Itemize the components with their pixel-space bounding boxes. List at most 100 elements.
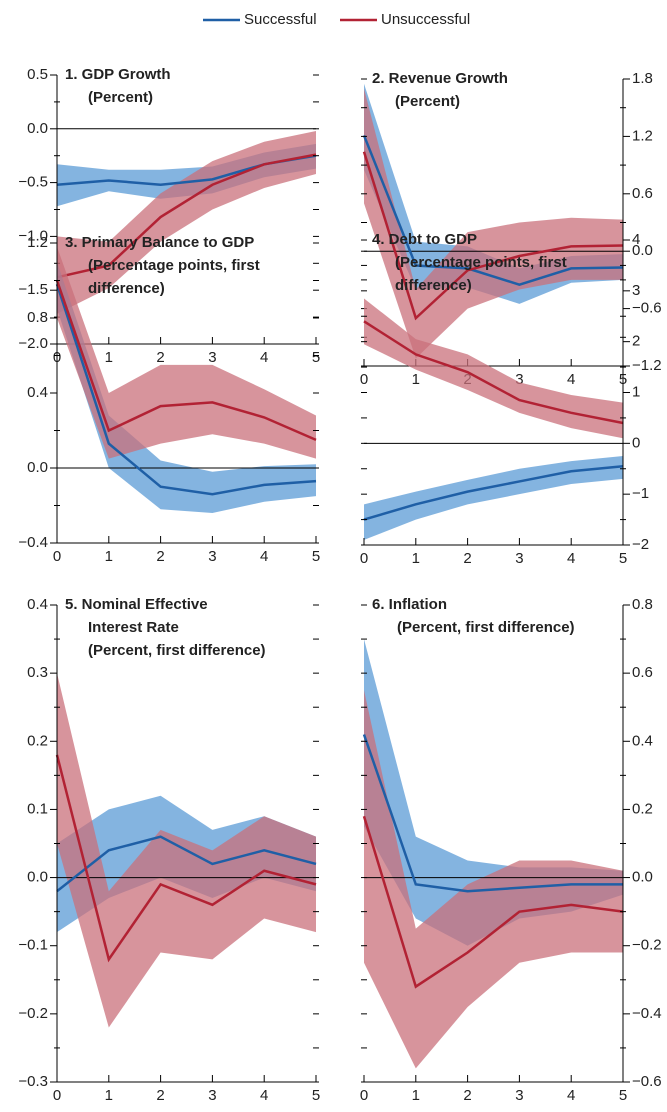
confidence-band — [364, 298, 623, 439]
series-line — [55, 283, 317, 496]
panel: 1.81.20.60.0−0.6−1.20123452. Revenue Gro… — [360, 70, 662, 388]
y-tick-label: 0.6 — [632, 664, 653, 681]
y-tick-label: −1.2 — [632, 357, 662, 374]
x-tick-label: 4 — [260, 349, 268, 366]
y-tick-label: 0.0 — [632, 242, 653, 259]
y-tick-label: 0.2 — [27, 732, 48, 749]
y-tick-label: −2 — [632, 536, 649, 553]
y-tick-label: 2 — [632, 333, 640, 350]
chart-title: 4. Debt to GDP — [372, 231, 477, 248]
y-tick-label: −1.5 — [18, 281, 48, 298]
chart-title: 2. Revenue Growth — [372, 70, 508, 87]
chart-title: 1. GDP Growth — [65, 66, 171, 83]
series-line — [362, 734, 623, 893]
y-tick-label: 0 — [632, 434, 640, 451]
series-line — [363, 320, 624, 425]
x-tick-label: 0 — [53, 548, 61, 565]
x-tick-label: 5 — [619, 1087, 627, 1104]
chart-subtitle: (Percent) — [88, 89, 153, 106]
y-tick-label: −0.3 — [18, 1073, 48, 1090]
x-tick-label: 1 — [412, 371, 420, 388]
y-tick-label: 0.3 — [27, 664, 48, 681]
panel: 0.4 0.3 0.2 0.1 0.0 −0.1 −0.2 −0.3 0 1 2 3 4 5 5. Nomi… — [18, 596, 320, 1104]
confidence-band — [364, 690, 623, 1069]
x-tick-label: 2 — [463, 1087, 471, 1104]
series-line — [55, 754, 317, 963]
y-tick-label: 1.8 — [632, 70, 653, 87]
chart-subtitle: (Percent, first difference) — [88, 642, 266, 659]
y-tick-label: −0.2 — [632, 937, 662, 954]
x-tick-label: 1 — [105, 349, 113, 366]
y-tick-label: 0.4 — [27, 384, 48, 401]
y-tick-label: 0.1 — [27, 800, 48, 817]
y-tick-label: 0.4 — [632, 732, 653, 749]
chart-title: 3. Primary Balance to GDP — [65, 234, 254, 251]
confidence-band — [57, 246, 316, 459]
y-tick-label: 0.4 — [27, 596, 48, 613]
x-tick-label: 5 — [312, 1087, 320, 1104]
x-tick-label: 3 — [208, 548, 216, 565]
x-tick-label: 4 — [567, 1087, 575, 1104]
y-tick-label: 0.8 — [632, 596, 653, 613]
series-line — [56, 835, 317, 893]
y-tick-label: −1 — [632, 485, 649, 502]
y-tick-label: 0.0 — [27, 869, 48, 886]
y-tick-label: 0.0 — [27, 459, 48, 476]
x-tick-label: 4 — [260, 548, 268, 565]
y-tick-label: −0.6 — [632, 1073, 662, 1090]
legend: Successful Unsuccessful — [203, 11, 470, 28]
x-tick-label: 3 — [515, 371, 523, 388]
y-tick-label: 1 — [632, 383, 640, 400]
y-tick-label: −0.2 — [18, 1005, 48, 1022]
panel: 0.8 0.6 0.4 0.2 0.0 −0.2 −0.4 −0.6 0 1 2 3 4 5 6. Infl… — [360, 596, 662, 1104]
x-tick-label: 1 — [412, 1087, 420, 1104]
chart-title: 6. Inflation — [372, 596, 447, 613]
chart-title: 5. Nominal Effective — [65, 596, 208, 613]
panel: 0.50.0−0.5−1.0−1.5−2.00 1 2 3 4 51. GDP Growt… — [18, 66, 320, 366]
chart-subtitle: (Percentage points, first — [88, 257, 260, 274]
x-tick-label: 5 — [312, 349, 320, 366]
x-tick-label: 2 — [156, 1087, 164, 1104]
y-tick-label: 0.0 — [632, 869, 653, 886]
x-tick-label: 2 — [156, 548, 164, 565]
confidence-band — [364, 456, 623, 540]
y-tick-label: −1.0 — [18, 227, 48, 244]
confidence-band — [364, 88, 623, 359]
series-line — [362, 151, 624, 321]
chart-subtitle: difference) — [395, 277, 472, 294]
x-tick-label: 4 — [260, 1087, 268, 1104]
legend-label: Successful — [244, 11, 317, 28]
x-tick-label: 0 — [53, 1087, 61, 1104]
x-tick-label: 3 — [515, 1087, 523, 1104]
y-tick-label: 1.2 — [27, 234, 48, 251]
x-tick-label: 1 — [105, 548, 113, 565]
panel: 1.2 0.8 0.4 0.0 −0.4 0 1 2 3 4 5 3. Primary Balance… — [18, 234, 320, 565]
y-tick-label: −2.0 — [18, 335, 48, 352]
y-tick-label: 0.2 — [632, 800, 653, 817]
x-tick-label: 1 — [412, 550, 420, 567]
y-tick-label: −0.5 — [18, 174, 48, 191]
series-line — [56, 153, 317, 279]
chart-subtitle: (Percent, first difference) — [397, 619, 575, 636]
chart-subtitle: difference) — [88, 280, 165, 297]
confidence-band — [364, 83, 623, 304]
chart-subtitle: (Percentage points, first — [395, 254, 567, 271]
series-line — [55, 280, 317, 442]
confidence-band — [57, 130, 316, 314]
series-line — [362, 134, 624, 286]
chart-title: Interest Rate — [88, 619, 179, 636]
x-tick-label: 2 — [463, 550, 471, 567]
x-tick-label: 1 — [105, 1087, 113, 1104]
x-tick-label: 3 — [208, 1087, 216, 1104]
x-tick-label: 2 — [156, 349, 164, 366]
y-tick-label: 4 — [632, 231, 640, 248]
x-tick-label: 3 — [515, 550, 523, 567]
y-tick-label: 0.0 — [27, 120, 48, 137]
x-tick-label: 5 — [619, 550, 627, 567]
y-tick-label: −0.1 — [18, 937, 48, 954]
x-tick-label: 5 — [312, 548, 320, 565]
y-tick-label: 3 — [632, 282, 640, 299]
y-tick-label: 0.5 — [27, 66, 48, 83]
x-tick-label: 3 — [208, 349, 216, 366]
